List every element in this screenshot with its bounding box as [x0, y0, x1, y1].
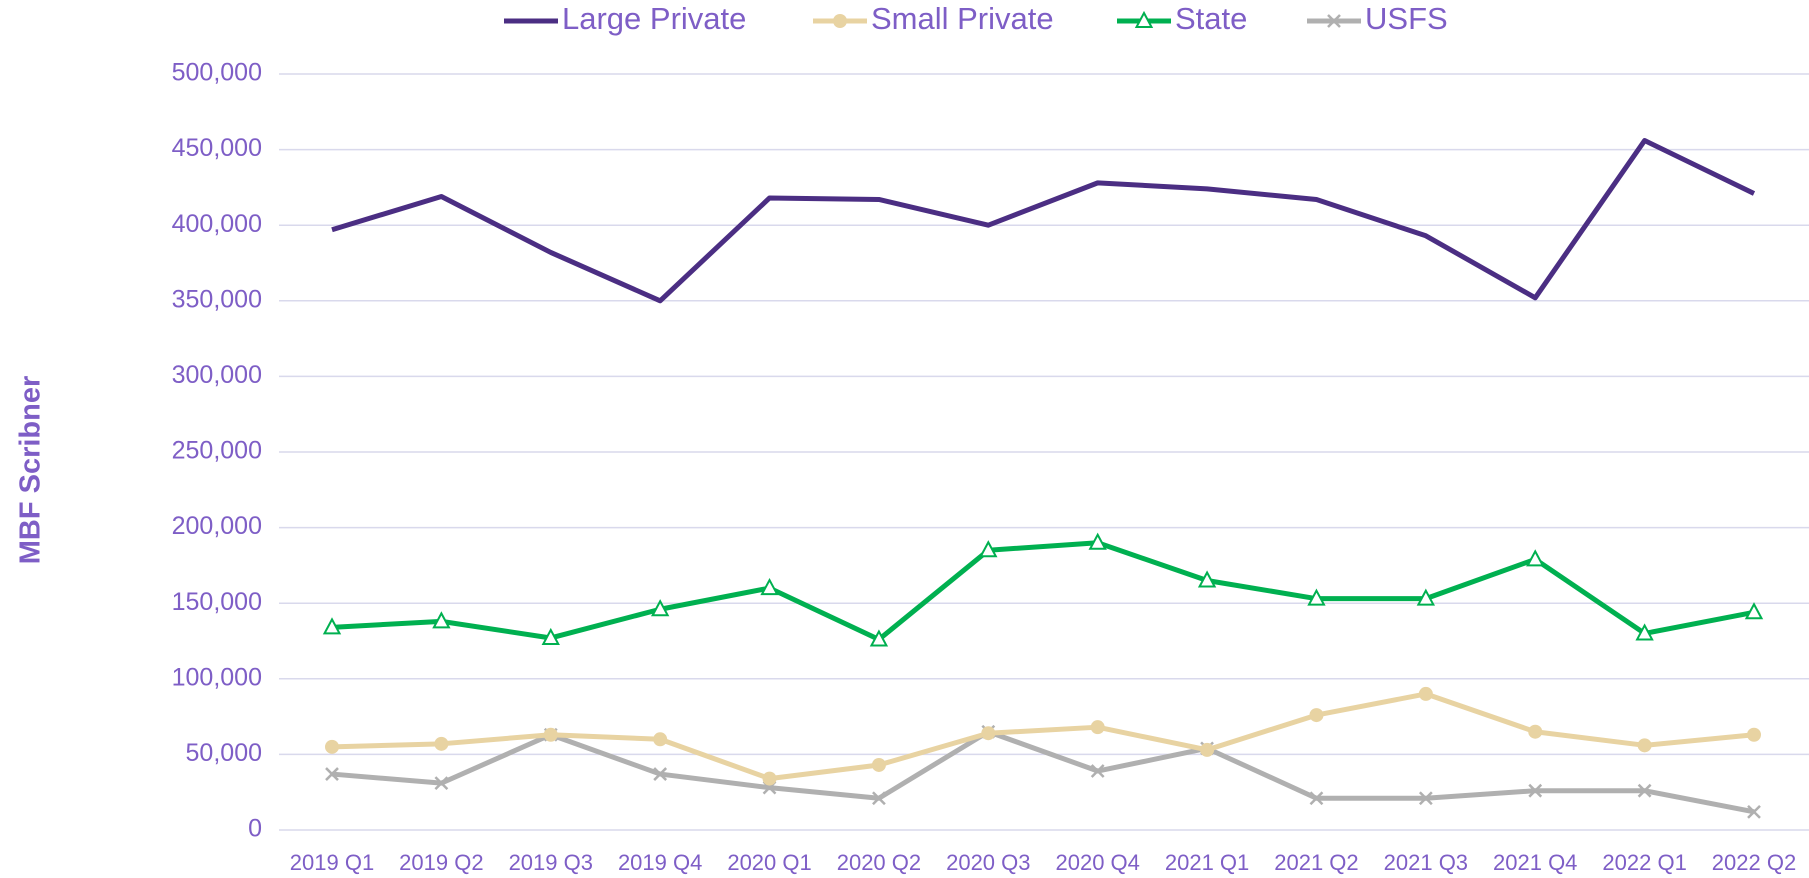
- series-line: [331, 138, 1756, 304]
- marker: [1526, 549, 1545, 567]
- series-line: [331, 540, 1755, 642]
- x-tick-label: 2021 Q4: [1493, 850, 1577, 875]
- marker: [653, 767, 668, 781]
- marker: [1744, 602, 1764, 620]
- marker: [653, 732, 668, 747]
- marker: [1088, 532, 1107, 550]
- x-tick-label: 2020 Q3: [946, 850, 1030, 875]
- marker: [1747, 804, 1761, 819]
- x-tick-label: 2019 Q1: [290, 850, 374, 875]
- marker: [833, 14, 847, 28]
- marker: [871, 757, 886, 772]
- series-line: [331, 691, 1755, 782]
- marker: [1090, 720, 1105, 735]
- marker: [543, 727, 558, 742]
- marker: [650, 599, 670, 617]
- marker: [1635, 623, 1654, 641]
- marker: [1418, 791, 1433, 806]
- legend-label: USFS: [1365, 1, 1448, 36]
- marker: [760, 577, 779, 596]
- marker: [1418, 686, 1433, 701]
- marker: [1134, 10, 1154, 28]
- marker: [1307, 588, 1326, 606]
- marker: [325, 739, 339, 754]
- marker: [1327, 14, 1341, 28]
- marker: [325, 767, 339, 781]
- y-tick-label: 100,000: [172, 663, 262, 691]
- y-tick-label: 150,000: [172, 588, 262, 616]
- x-tick-label: 2021 Q1: [1165, 850, 1249, 875]
- legend-label: State: [1175, 1, 1247, 36]
- x-tick-label: 2020 Q1: [727, 850, 811, 875]
- y-axis-label: MBF Scribner: [15, 376, 47, 565]
- x-tick-label: 2020 Q2: [837, 850, 921, 875]
- y-tick-label: 0: [248, 815, 262, 843]
- y-tick-label: 250,000: [172, 437, 262, 465]
- y-tick-label: 300,000: [172, 361, 262, 389]
- marker: [1309, 708, 1324, 723]
- marker: [1416, 588, 1436, 606]
- y-tick-label: 500,000: [172, 59, 262, 87]
- marker: [432, 611, 451, 629]
- y-tick-label: 50,000: [186, 739, 262, 767]
- x-tick-label: 2019 Q2: [399, 850, 483, 875]
- x-tick-label: 2019 Q3: [509, 850, 593, 875]
- marker: [1197, 570, 1217, 588]
- marker: [1090, 764, 1105, 778]
- marker: [434, 736, 449, 751]
- legend-label: Small Private: [871, 1, 1054, 36]
- marker: [981, 726, 996, 741]
- marker: [1637, 738, 1652, 753]
- marker: [434, 776, 449, 791]
- legend-label: Large Private: [562, 1, 746, 36]
- x-tick-label: 2019 Q4: [618, 850, 702, 875]
- marker: [1309, 791, 1324, 806]
- y-tick-label: 400,000: [172, 210, 262, 238]
- x-tick-label: 2021 Q2: [1274, 850, 1358, 875]
- series-line: [331, 729, 1755, 815]
- y-tick-label: 450,000: [172, 134, 262, 162]
- marker: [1200, 742, 1215, 757]
- marker: [872, 791, 886, 806]
- x-tick-label: 2022 Q1: [1602, 850, 1686, 875]
- x-tick-label: 2022 Q2: [1712, 850, 1796, 875]
- y-tick-label: 200,000: [172, 512, 262, 540]
- marker: [1528, 724, 1543, 739]
- x-tick-label: 2020 Q4: [1055, 850, 1139, 875]
- marker: [1528, 783, 1543, 798]
- marker: [762, 771, 777, 786]
- marker: [869, 629, 889, 647]
- marker: [1747, 727, 1761, 742]
- marker: [322, 617, 342, 635]
- y-tick-label: 350,000: [172, 285, 262, 313]
- marker: [1637, 783, 1652, 798]
- marker: [541, 627, 560, 645]
- x-tick-label: 2021 Q3: [1384, 850, 1468, 875]
- marker: [979, 540, 998, 558]
